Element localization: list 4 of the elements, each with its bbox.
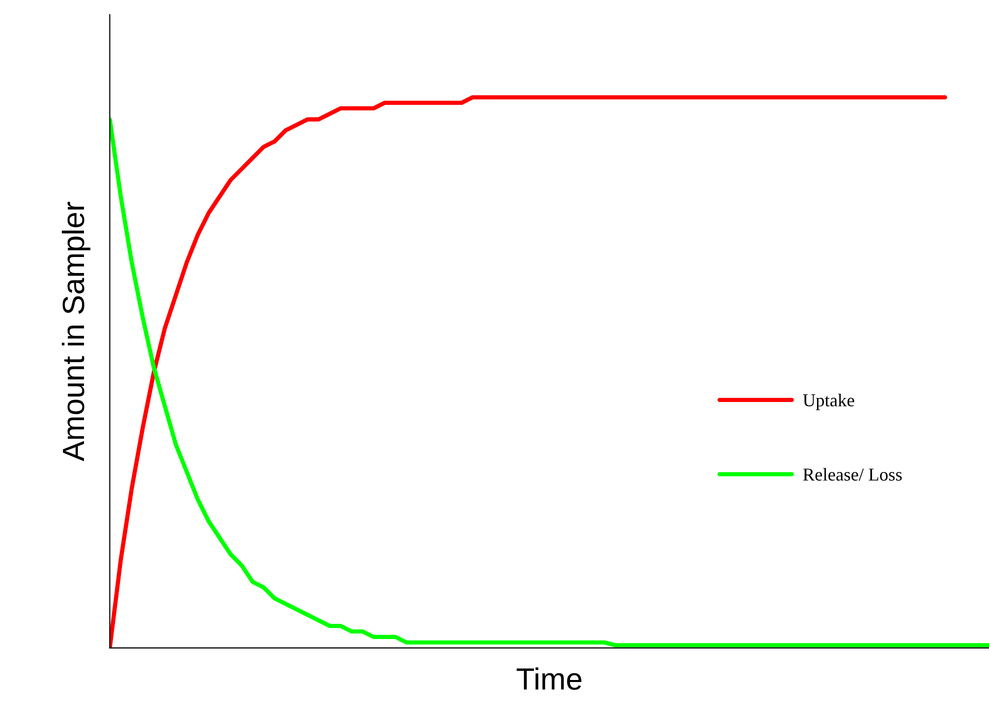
legend-label: Release/ Loss — [803, 468, 902, 481]
x-axis-title: Time — [516, 667, 582, 690]
legend-label: Uptake — [803, 394, 854, 410]
y-axis-title: Amount in Sampler — [62, 202, 90, 462]
